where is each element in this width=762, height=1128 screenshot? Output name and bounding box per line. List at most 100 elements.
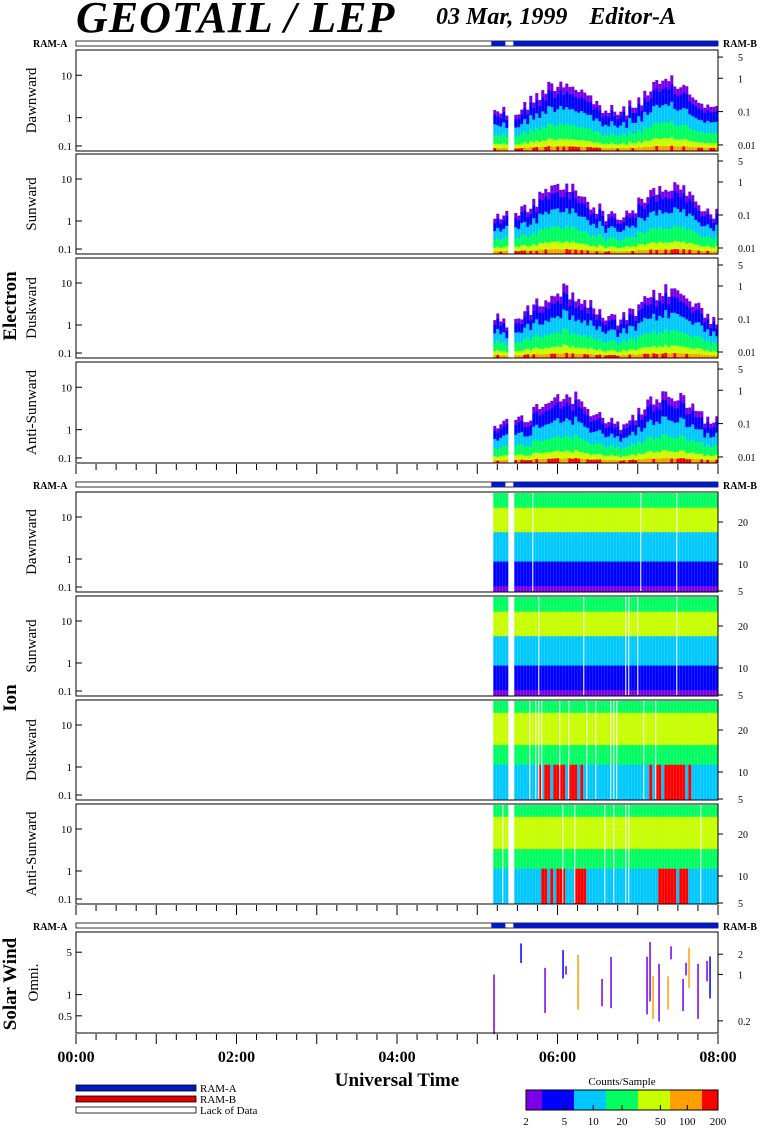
spectro-cell [568,493,572,509]
spectro-cell [622,868,626,904]
spectro-cell [667,304,671,319]
spectro-cell [526,816,530,850]
spectro-cell [559,189,563,199]
spectro-cell [616,329,620,338]
spectro-cell [610,216,614,227]
spectro-cell [691,493,695,509]
spectro-cell [505,455,509,461]
spectro-cell [682,209,686,227]
y2-tick-label: 0.01 [738,244,756,255]
spectro-cell [589,114,593,130]
spectro-cell [601,210,605,217]
spectro-cell [598,244,602,251]
spectro-cell [601,532,605,563]
spectro-cell [652,227,656,243]
spectro-cell [664,87,668,105]
spectro-cell [604,324,608,335]
spectro-cell [670,597,674,613]
spectro-cell [523,868,527,904]
spectro-cell [640,532,644,563]
spectro-cell [523,446,527,457]
spectro-cell [550,353,554,359]
spectro-cell [655,406,659,423]
spectro-cell [682,139,686,147]
spectro-cell [598,147,602,152]
spectro-cell [667,507,671,533]
spectro-cell [616,345,620,353]
spectro-cell [694,712,698,746]
spectro-cell [634,321,638,332]
spectro-cell [637,712,641,746]
spectro-cell [697,442,701,455]
colorbar-cell [530,1090,533,1110]
spectro-cell [562,437,566,452]
spectro-cell [550,507,554,533]
spectro-cell [604,221,608,226]
spectro-cell [598,354,602,359]
spectro-cell [553,303,557,319]
spectro-cell [577,805,581,818]
spectro-cell [547,868,551,904]
spectro-cell [523,245,527,252]
spectro-cell [514,434,518,447]
spectro-cell [586,313,590,326]
spectro-cell [580,849,584,870]
spectro-cell [496,218,500,229]
spectro-cell [526,212,530,218]
spectro-cell [604,134,608,145]
spectro-cell [631,532,635,563]
spectro-cell [547,586,551,592]
spectro-cell [616,336,620,346]
spectro-cell [580,438,584,453]
spectro-cell [529,224,533,237]
spectro-cell [625,225,629,238]
spectro-cell [526,114,530,125]
spectro-cell [592,325,596,339]
spectro-cell [520,324,524,334]
spectro-cell [499,586,503,592]
spectro-cell [541,636,545,667]
spectro-cell [676,146,680,152]
spectro-cell [580,611,584,637]
spectro-cell [631,816,635,850]
spectro-cell [631,349,635,356]
spectro-cell [493,448,497,457]
spectro-cell [541,193,545,201]
spectro-cell [574,97,578,112]
spectro-cell [658,586,662,592]
spectro-cell [589,816,593,850]
spectro-cell [517,586,521,592]
spectro-cell [541,701,545,714]
spectro-cell [634,143,638,149]
spectro-cell [697,102,701,110]
spectro-cell [547,561,551,587]
spectro-cell [658,611,662,637]
spectro-cell [559,105,563,124]
spectro-cell [496,135,500,145]
spectro-cell [589,102,593,116]
spectro-cell [538,213,542,230]
spectro-cell [505,148,509,152]
spectro-cell [712,745,716,766]
spectro-cell [703,447,707,457]
spectro-cell [646,318,650,335]
spectro-cell [664,138,668,147]
spectro-cell [685,636,689,667]
spectro-cell [553,405,557,421]
spectro-cell [550,226,554,243]
spectro-cell [670,330,674,346]
spectro-cell [649,597,653,613]
spectro-cell [556,125,560,140]
spectro-cell [496,712,500,746]
spectro-cell [700,597,704,613]
spectro-cell [532,250,536,255]
colorbar-cell [684,1090,687,1110]
spectro-cell [499,690,503,696]
spectro-cell [667,138,671,147]
y2-tick-label: 0.1 [738,108,751,119]
legend-swatch [75,1106,197,1114]
spectro-cell [664,450,668,459]
spectro-cell [583,764,587,800]
spectro-cell [676,712,680,746]
spectro-cell [520,868,524,904]
